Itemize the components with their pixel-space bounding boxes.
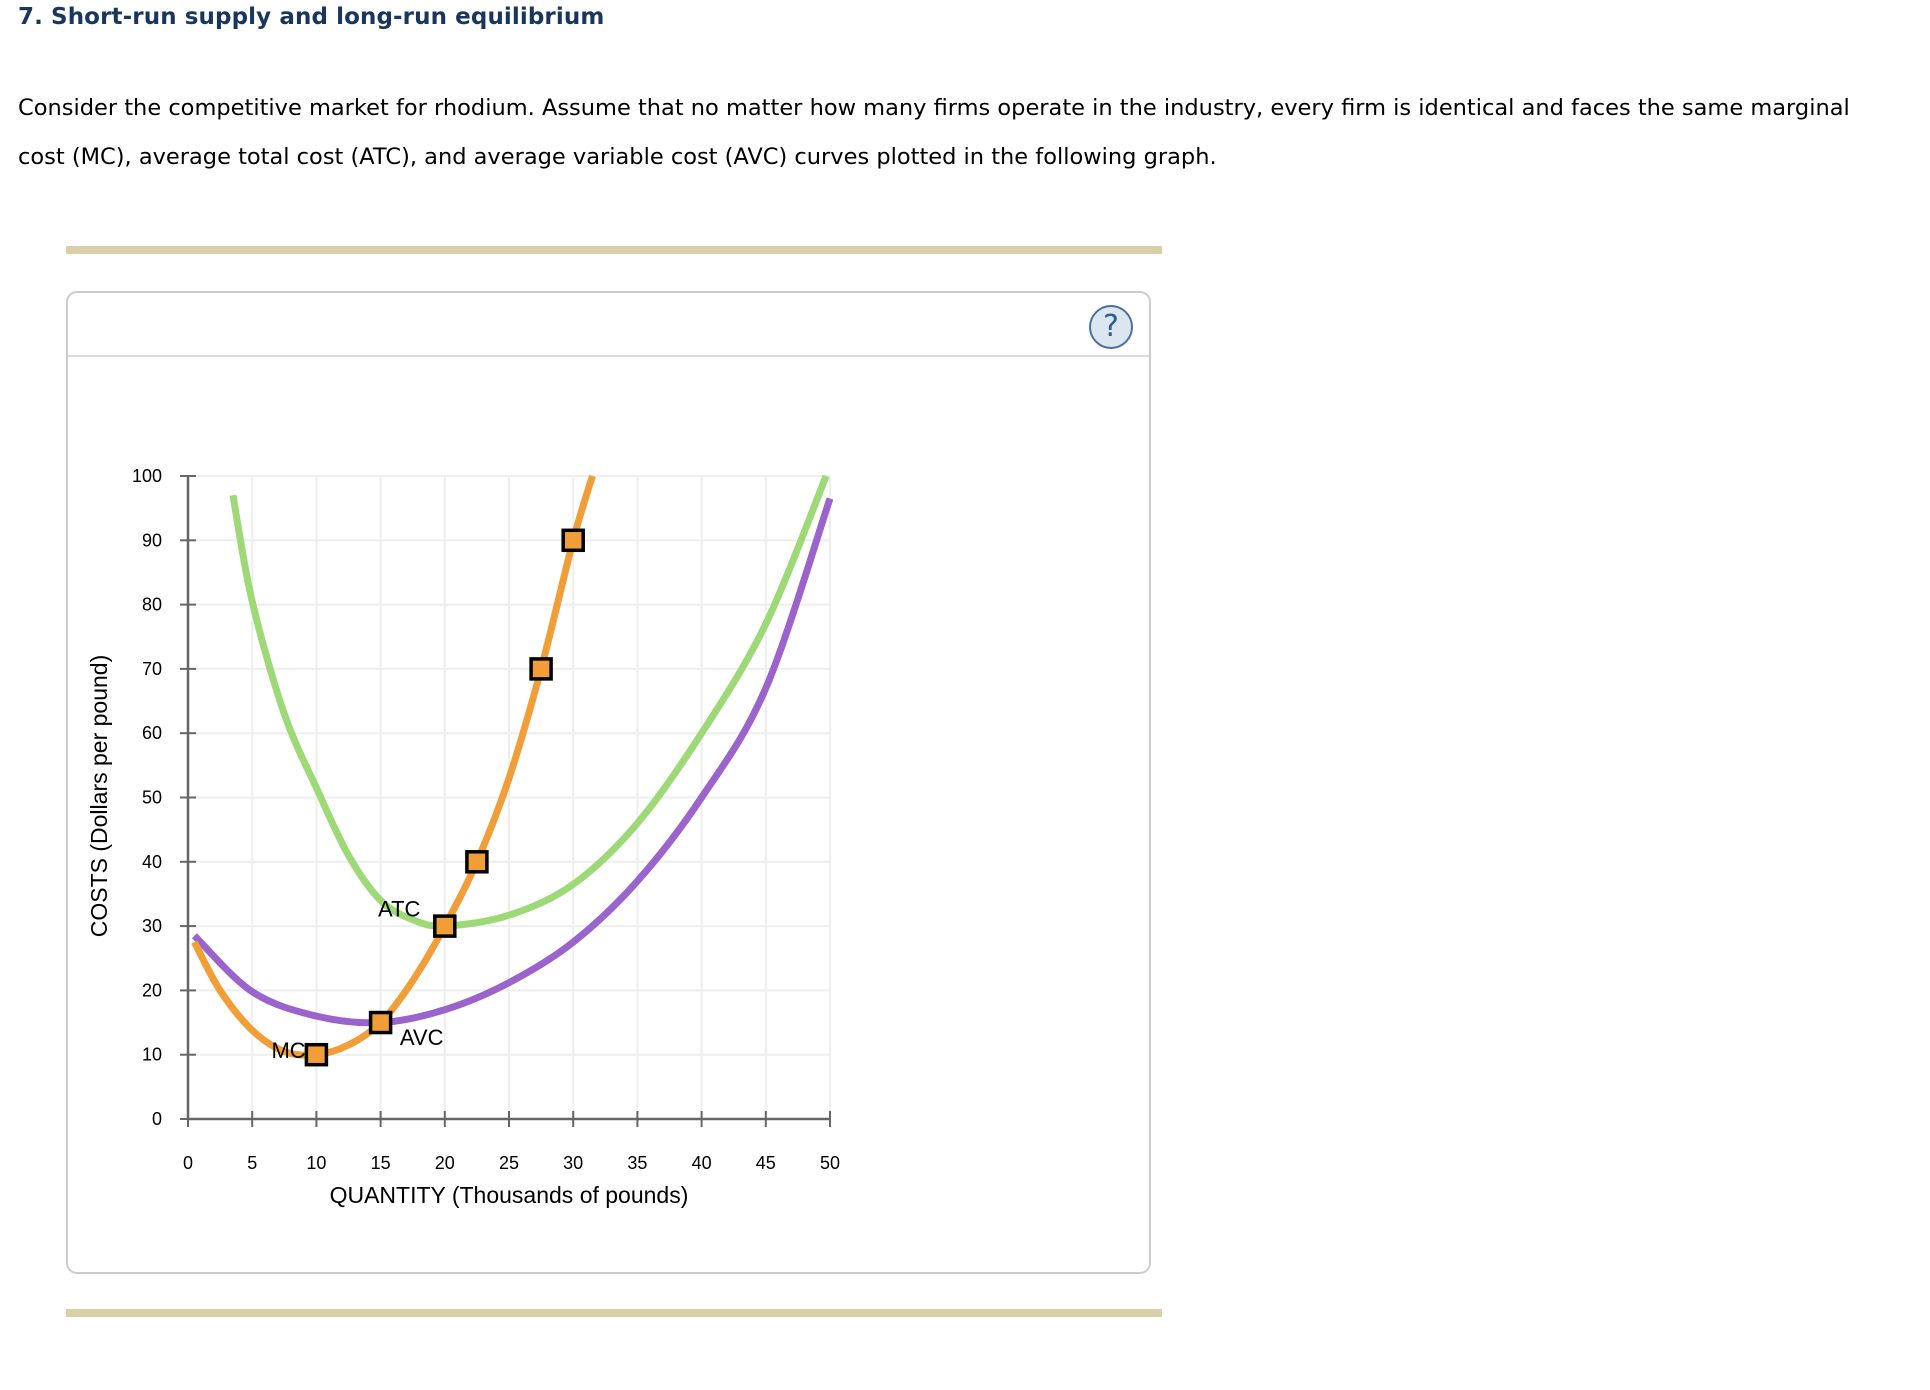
mc-point-marker [433,914,457,938]
y-tick-label: 10 [142,1045,162,1065]
y-tick-label: 20 [142,980,162,1000]
x-tick-label: 10 [306,1153,326,1173]
y-tick-label: 70 [142,659,162,679]
y-tick-label: 30 [142,916,162,936]
x-tick-label: 45 [756,1153,776,1173]
mc-point-marker [368,1010,393,1035]
x-tick-label: 25 [499,1153,519,1173]
y-tick-label: 90 [142,530,162,550]
x-tick-label: 35 [627,1153,647,1173]
y-tick-label: 0 [152,1109,162,1129]
chart-markers [304,528,585,1067]
y-tick-label: 40 [142,852,162,872]
y-tick-label: 60 [142,723,162,743]
top-divider-bar [66,246,1162,254]
x-tick-label: 5 [247,1153,257,1173]
chart-curves [191,474,834,1059]
x-tick-label: 20 [435,1153,455,1173]
mc-point-marker [529,657,553,681]
x-axis-title: QUANTITY (Thousands of pounds) [330,1182,689,1208]
mc-point-marker [304,1042,329,1067]
chart-grid [188,475,831,1119]
graph-panel-header: ? [68,293,1149,357]
avc-curve [191,497,834,1027]
question-intro: Consider the competitive market for rhod… [18,95,1850,170]
mc-curve-label: MC [271,1038,305,1063]
mc-point-marker [561,528,585,553]
y-tick-label: 50 [142,788,162,808]
x-tick-label: 15 [371,1153,391,1173]
atc-curve-label: ATC [378,896,420,921]
y-axis-title: COSTS (Dollars per pound) [86,655,112,938]
chart-axes: 0 5 10 15 20 25 30 35 40 45 50 0 10 20 30 40 50 60 70 80 90 1… [132,466,840,1173]
mc-point-marker [465,850,489,874]
graph-panel: ? [66,291,1151,1274]
x-tick-label: 0 [183,1153,193,1173]
x-tick-label: 50 [820,1153,840,1173]
chart-labels: MC AVC ATC [271,896,443,1062]
avc-curve-label: AVC [400,1025,444,1050]
x-tick-label: 30 [563,1153,583,1173]
y-tick-label: 100 [132,466,162,486]
question-title: 7. Short-run supply and long-run equilib… [18,4,605,30]
bottom-divider-bar [66,1309,1162,1317]
x-tick-label: 40 [692,1153,712,1173]
y-tick-label: 80 [142,595,162,615]
question-mark-icon[interactable]: ? [1089,305,1133,349]
